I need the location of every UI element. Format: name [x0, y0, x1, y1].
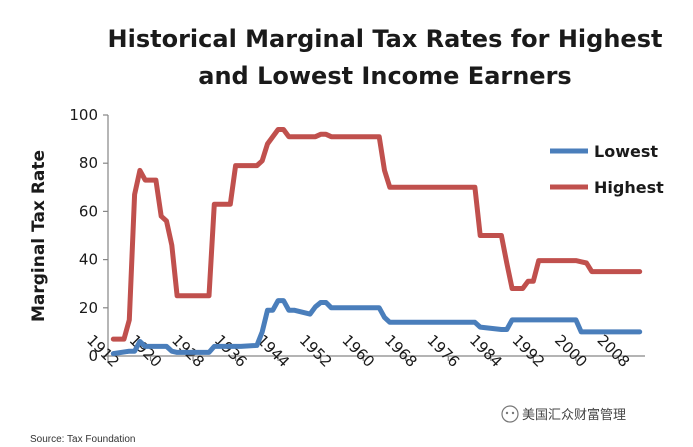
- y-tick-label: 100: [69, 106, 98, 124]
- wechat-icon-dot: [511, 411, 515, 415]
- y-tick-label: 60: [79, 202, 98, 220]
- x-tick-label: 1960: [338, 331, 378, 371]
- wechat-icon: [501, 405, 519, 423]
- y-tick-label: 80: [79, 154, 98, 172]
- axes: [107, 115, 645, 357]
- x-tick-label: 1968: [381, 331, 421, 371]
- series-group: [110, 127, 643, 357]
- x-tick-label: 2000: [551, 331, 591, 371]
- x-tick-label: 1952: [296, 331, 336, 371]
- y-tick-label: 0: [88, 347, 98, 365]
- series-line-highest: [110, 127, 643, 342]
- source-note: Source: Tax Foundation: [30, 434, 135, 445]
- series-line-lowest: [110, 298, 643, 357]
- x-tick-label: 1992: [509, 331, 549, 371]
- y-axis-title: Marginal Tax Rate: [29, 150, 49, 322]
- x-tick-label: 1936: [211, 331, 251, 371]
- watermark-text: 美国汇众财富管理: [522, 407, 626, 423]
- chart-title-line-2: and Lowest Income Earners: [198, 62, 571, 90]
- x-tick-label: 2008: [594, 331, 634, 371]
- watermark: 美国汇众财富管理: [501, 405, 626, 423]
- legend-label-lowest: Lowest: [594, 142, 658, 161]
- x-tick-label: 1984: [466, 331, 506, 371]
- legend: Lowest Highest: [550, 142, 664, 197]
- legend-label-highest: Highest: [594, 178, 664, 197]
- x-tick-label: 1976: [423, 331, 463, 371]
- y-tick-label: 20: [79, 299, 98, 317]
- y-tick-label: 40: [79, 251, 98, 269]
- x-ticks: 1912 1920 1928 1936 1944 1952 1960 1968 1976 1984…: [83, 331, 633, 371]
- wechat-icon-dot: [505, 411, 509, 415]
- y-ticks: 0 20 40 60 80 100: [69, 106, 108, 365]
- chart-title-line-1: Historical Marginal Tax Rates for Highes…: [108, 25, 663, 53]
